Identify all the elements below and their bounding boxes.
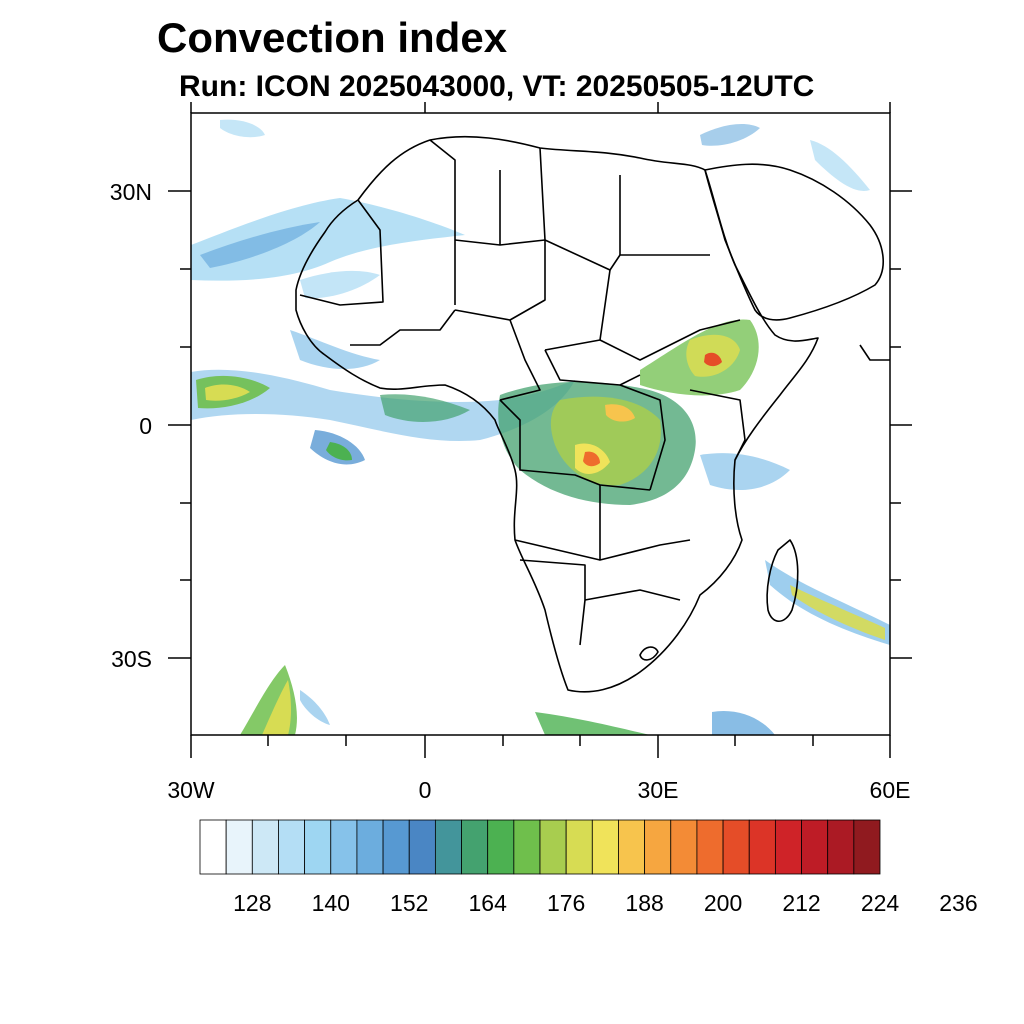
colorbar-label: 164 [469,890,508,916]
colorbar-swatch [801,819,829,875]
colorbar-swatch [251,819,279,875]
colorbar-swatch [330,819,358,875]
colorbar [199,819,881,875]
x-label-30e: 30E [638,777,679,803]
colorbar-label: 176 [547,890,585,916]
colorbar-swatch [774,819,802,875]
y-label-30n: 30N [110,179,152,205]
colorbar-swatch [225,819,253,875]
country-borders [295,135,890,693]
colorbar-swatch [199,819,227,875]
colorbar-label: 200 [704,890,742,916]
colorbar-label: 140 [312,890,350,916]
colorbar-swatch [722,819,750,875]
colorbar-swatch [356,819,384,875]
colorbar-label: 188 [625,890,663,916]
map-frame [190,112,891,736]
colorbar-swatch [827,819,855,875]
colorbar-swatch [696,819,724,875]
africa-coastline [295,135,819,693]
colorbar-label: 152 [390,890,428,916]
colorbar-labels: 128 140 152 164 176 188 200 212 224 236 [233,890,978,916]
colorbar-swatch [591,819,619,875]
axis-ticks [168,102,912,758]
map-title: Convection index [157,14,508,61]
colorbar-swatch [408,819,436,875]
arabia [704,163,885,321]
colorbar-swatch [304,819,332,875]
x-label-60e: 60E [870,777,911,803]
y-label-30s: 30S [111,646,152,672]
colorbar-label: 212 [782,890,820,916]
colorbar-swatch [565,819,593,875]
field-w-africa [290,330,380,369]
x-label-30w: 30W [167,777,215,803]
x-label-0: 0 [419,777,432,803]
colorbar-swatch [618,819,646,875]
colorbar-swatch [539,819,567,875]
colorbar-swatch [513,819,541,875]
colorbar-swatch [748,819,776,875]
colorbar-label: 236 [939,890,977,916]
madagascar [766,539,799,623]
colorbar-swatch [278,819,306,875]
field-nw-band [191,198,465,281]
colorbar-swatch [461,819,489,875]
convection-field [191,119,890,735]
colorbar-swatch [853,819,881,875]
colorbar-label: 224 [861,890,900,916]
colorbar-swatch [670,819,698,875]
map-subtitle: Run: ICON 2025043000, VT: 20250505-12UTC [179,70,815,103]
colorbar-swatch [382,819,410,875]
colorbar-label: 128 [233,890,271,916]
y-label-0: 0 [139,413,152,439]
colorbar-swatch [644,819,672,875]
colorbar-swatch [434,819,462,875]
colorbar-swatch [487,819,515,875]
